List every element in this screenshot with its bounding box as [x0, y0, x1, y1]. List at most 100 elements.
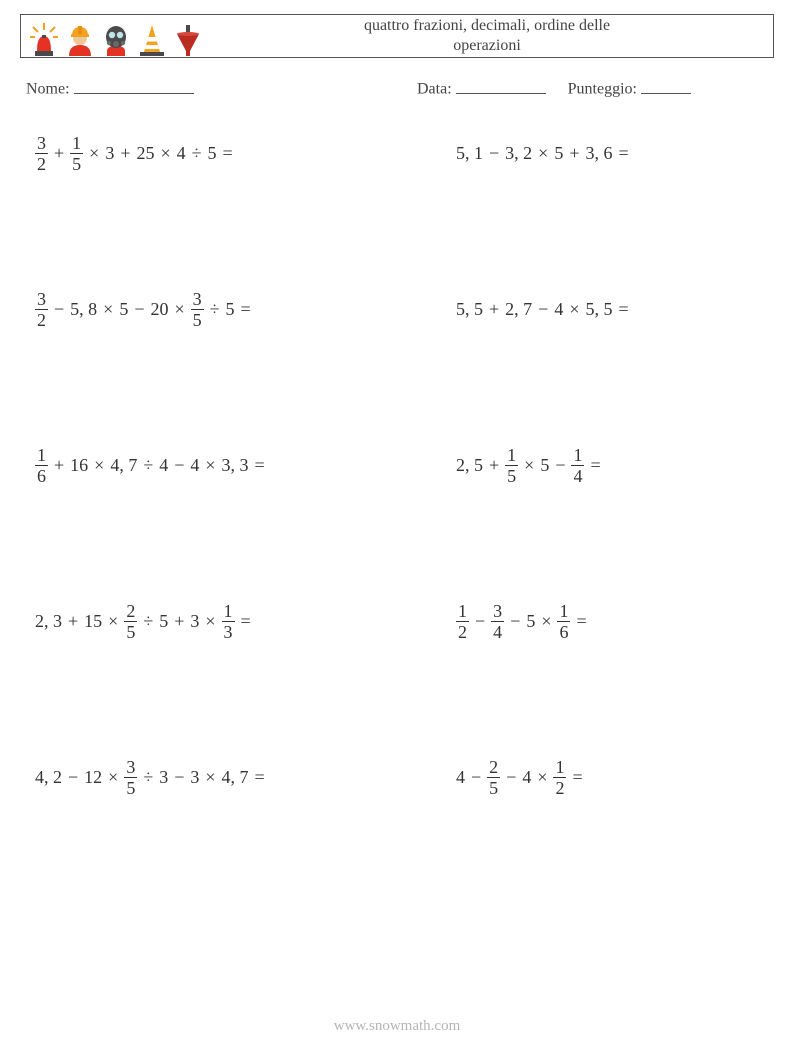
operator: × [202, 455, 218, 476]
problem: 16+16×4, 7÷4−4×3, 3= [32, 443, 393, 489]
number: 3, 3 [219, 455, 252, 476]
fraction-numerator: 3 [191, 290, 204, 309]
number: 4, 7 [107, 455, 140, 476]
number: 5 [116, 299, 131, 320]
fraction-numerator: 3 [35, 134, 48, 153]
number: 5, 8 [67, 299, 100, 320]
meta-row: Nome: Data: Punteggio: [20, 76, 774, 99]
fraction: 32 [32, 134, 51, 173]
operator: = [220, 143, 236, 164]
operator: − [171, 767, 187, 788]
operator: − [472, 611, 488, 632]
score-blank[interactable] [641, 76, 691, 94]
number: 25 [133, 143, 157, 164]
operator: + [486, 299, 502, 320]
fraction-denominator: 2 [35, 309, 48, 329]
fraction: 34 [488, 602, 507, 641]
number: 4, 7 [219, 767, 252, 788]
operator: + [566, 143, 582, 164]
operator: = [573, 611, 589, 632]
name-blank[interactable] [74, 76, 194, 94]
worksheet-title: quattro frazioni, decimali, ordine delle… [211, 16, 773, 56]
number: 4 [453, 767, 468, 788]
operator: − [535, 299, 551, 320]
number: 4 [174, 143, 189, 164]
operator: − [65, 767, 81, 788]
fraction-numerator: 3 [35, 290, 48, 309]
operator: − [552, 455, 568, 476]
operator: × [535, 143, 551, 164]
fraction-numerator: 1 [456, 602, 469, 621]
problem: 12−34−5×16= [403, 599, 764, 645]
number: 5 [537, 455, 552, 476]
fraction-numerator: 3 [491, 602, 504, 621]
worksheet-page: quattro frazioni, decimali, ordine delle… [0, 0, 794, 1053]
title-line1: quattro frazioni, decimali, ordine delle [364, 17, 610, 34]
fraction: 12 [453, 602, 472, 641]
operator: = [252, 767, 268, 788]
operator: − [131, 299, 147, 320]
operator: × [157, 143, 173, 164]
builder-icon [65, 21, 95, 57]
name-label: Nome: [26, 81, 70, 98]
operator: = [615, 299, 631, 320]
siren-icon [29, 21, 59, 57]
operator: − [171, 455, 187, 476]
number: 5 [523, 611, 538, 632]
fraction-numerator: 1 [222, 602, 235, 621]
operator: = [238, 299, 254, 320]
number: 3, 2 [502, 143, 535, 164]
footer-text: www.snowmath.com [334, 1018, 461, 1034]
operator: − [486, 143, 502, 164]
operator: + [65, 611, 81, 632]
fraction-numerator: 1 [505, 446, 518, 465]
operator: × [521, 455, 537, 476]
fraction-numerator: 3 [124, 758, 137, 777]
operator: − [507, 611, 523, 632]
meta-score: Punteggio: [568, 76, 691, 99]
operator: ÷ [140, 767, 156, 788]
number: 4, 2 [32, 767, 65, 788]
operator: ÷ [189, 143, 205, 164]
number: 3 [102, 143, 117, 164]
operator: + [51, 143, 67, 164]
operator: × [105, 611, 121, 632]
fraction-numerator: 1 [557, 602, 570, 621]
problem: 4, 2−12×35÷3−3×4, 7= [32, 755, 393, 801]
number: 2, 7 [502, 299, 535, 320]
operator: = [238, 611, 254, 632]
fraction-denominator: 2 [553, 777, 566, 797]
number: 3 [187, 767, 202, 788]
operator: × [91, 455, 107, 476]
fraction-numerator: 1 [571, 446, 584, 465]
problem: 4−25−4×12= [403, 755, 764, 801]
number: 5 [205, 143, 220, 164]
fraction: 16 [32, 446, 51, 485]
number: 16 [67, 455, 91, 476]
number: 5, 5 [582, 299, 615, 320]
number: 5 [223, 299, 238, 320]
number: 4 [551, 299, 566, 320]
operator: × [105, 767, 121, 788]
number: 15 [81, 611, 105, 632]
date-blank[interactable] [456, 76, 546, 94]
number: 5, 1 [453, 143, 486, 164]
operator: = [615, 143, 631, 164]
fraction-numerator: 1 [553, 758, 566, 777]
date-label: Data: [417, 81, 452, 98]
operator: + [51, 455, 67, 476]
number: 4 [519, 767, 534, 788]
problem: 32−5, 8×5−20×35÷5= [32, 287, 393, 333]
fraction: 15 [502, 446, 521, 485]
number: 5, 5 [453, 299, 486, 320]
problems-grid: 32+15×3+25×4÷5=5, 1−3, 2×5+3, 6=32−5, 8×… [20, 131, 774, 801]
operator: × [566, 299, 582, 320]
fraction-numerator: 1 [35, 446, 48, 465]
gasmask-icon [101, 21, 131, 57]
operator: = [569, 767, 585, 788]
operator: × [100, 299, 116, 320]
fraction-denominator: 5 [124, 777, 137, 797]
number: 3, 6 [582, 143, 615, 164]
fraction: 32 [32, 290, 51, 329]
fraction: 35 [188, 290, 207, 329]
